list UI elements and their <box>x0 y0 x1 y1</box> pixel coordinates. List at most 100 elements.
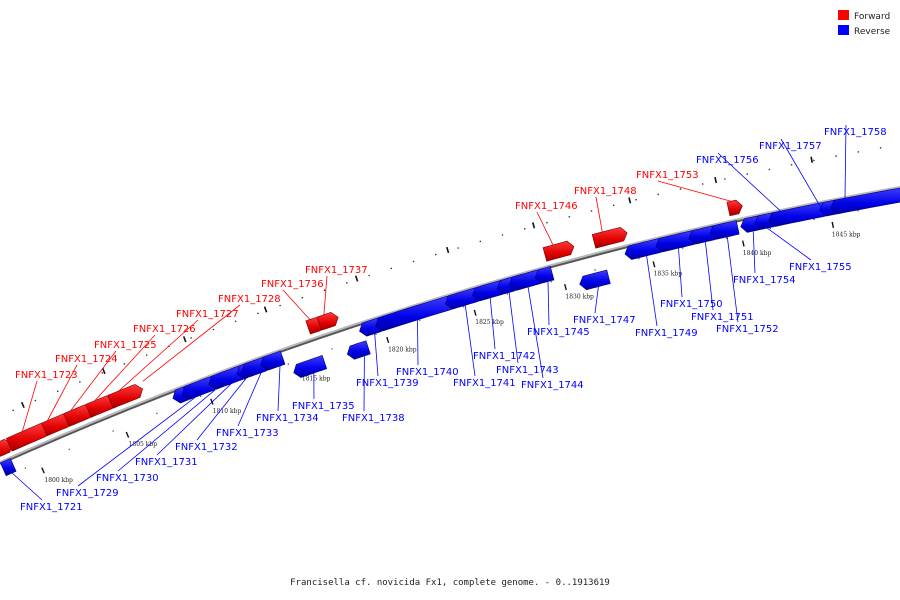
gene-label-fnfx1_1730[interactable]: FNFX1_1730 <box>96 473 159 484</box>
gene-label-fnfx1_1727[interactable]: FNFX1_1727 <box>176 309 239 320</box>
guide-dot <box>287 363 289 365</box>
gene-label-fnfx1_1735[interactable]: FNFX1_1735 <box>292 401 355 412</box>
gene-fnfx1_1724[interactable] <box>5 423 49 452</box>
gene-label-fnfx1_1737[interactable]: FNFX1_1737 <box>305 265 368 276</box>
kbp-tick <box>386 336 390 344</box>
gene-label-fnfx1_1758[interactable]: FNFX1_1758 <box>824 127 887 138</box>
gene-fnfx1_1747[interactable] <box>579 269 611 291</box>
guide-dot <box>212 328 215 331</box>
guide-dot <box>234 320 237 323</box>
leader-fnfx1_1757 <box>780 138 827 217</box>
guide-dot <box>390 267 393 270</box>
gene-fnfx1_1738[interactable] <box>346 340 371 360</box>
gene-label-fnfx1_1721[interactable]: FNFX1_1721 <box>20 502 83 513</box>
guide-dot <box>701 183 704 185</box>
gene-fnfx1_1748[interactable] <box>591 226 628 249</box>
kbp-tick-label: 1835 kbp <box>654 271 683 278</box>
gene-label-fnfx1_1755[interactable]: FNFX1_1755 <box>789 262 852 273</box>
gene-fnfx1_1737[interactable] <box>316 311 339 331</box>
gene-label-fnfx1_1747[interactable]: FNFX1_1747 <box>573 315 636 326</box>
guide-dot <box>524 228 526 230</box>
guide-dot <box>24 467 27 469</box>
kbp-tick <box>473 309 477 316</box>
gene-fnfx1_1745[interactable] <box>534 266 555 284</box>
guide-dot <box>725 237 728 239</box>
gene-label-fnfx1_1757[interactable]: FNFX1_1757 <box>759 141 822 152</box>
gene-label-fnfx1_1756[interactable]: FNFX1_1756 <box>696 155 759 166</box>
gene-label-fnfx1_1746[interactable]: FNFX1_1746 <box>515 201 578 212</box>
guide-dot <box>813 218 815 221</box>
gene-fnfx1_1742[interactable] <box>471 280 504 302</box>
gene-label-fnfx1_1732[interactable]: FNFX1_1732 <box>175 442 238 453</box>
kbp-tick-label: 1805 kbp <box>129 441 158 448</box>
gene-label-fnfx1_1745[interactable]: FNFX1_1745 <box>527 327 590 338</box>
gene-label-fnfx1_1754[interactable]: FNFX1_1754 <box>733 275 796 286</box>
gene-label-fnfx1_1741[interactable]: FNFX1_1741 <box>453 378 516 389</box>
gene-label-fnfx1_1729[interactable]: FNFX1_1729 <box>56 488 119 499</box>
gene-label-fnfx1_1734[interactable]: FNFX1_1734 <box>256 413 319 424</box>
guide-dot <box>56 390 59 393</box>
leader-fnfx1_1742 <box>489 297 496 350</box>
gene-label-fnfx1_1749[interactable]: FNFX1_1749 <box>635 328 698 339</box>
major-tick <box>628 197 632 204</box>
guide-dot <box>331 348 333 350</box>
gene-label-fnfx1_1728[interactable]: FNFX1_1728 <box>218 294 281 305</box>
leader-fnfx1_1747 <box>594 286 599 314</box>
gene-fnfx1_1753[interactable] <box>726 199 743 217</box>
guide-dot <box>790 164 793 166</box>
leader-fnfx1_1753 <box>657 180 732 202</box>
gene-label-fnfx1_1726[interactable]: FNFX1_1726 <box>133 324 196 335</box>
guide-dot <box>746 173 748 175</box>
leader-fnfx1_1723 <box>22 380 38 432</box>
guide-dot <box>638 258 640 260</box>
gene-label-fnfx1_1748[interactable]: FNFX1_1748 <box>574 186 637 197</box>
kbp-tick-label: 1800 kbp <box>44 477 73 484</box>
guide-dot <box>375 333 377 335</box>
kbp-tick <box>41 467 45 474</box>
genome-caption: Francisella cf. novicida Fx1, complete g… <box>290 578 610 588</box>
guide-dot <box>635 198 637 201</box>
gene-fnfx1_1752[interactable] <box>709 220 740 240</box>
gene-label-fnfx1_1743[interactable]: FNFX1_1743 <box>496 365 559 376</box>
guide-dot <box>257 312 259 315</box>
guide-dot <box>679 188 682 190</box>
gene-fnfx1_1735[interactable] <box>293 355 328 378</box>
gene-fnfx1_1746[interactable] <box>542 240 575 262</box>
major-tick <box>354 275 359 282</box>
guide-dot <box>112 430 114 432</box>
gene-label-fnfx1_1731[interactable]: FNFX1_1731 <box>135 457 198 468</box>
leader-fnfx1_1743 <box>508 292 519 364</box>
gene-label-fnfx1_1733[interactable]: FNFX1_1733 <box>216 428 279 439</box>
gene-label-fnfx1_1751[interactable]: FNFX1_1751 <box>691 312 754 323</box>
gene-fnfx1_1721[interactable] <box>0 458 17 477</box>
gene-label-fnfx1_1742[interactable]: FNFX1_1742 <box>473 351 536 362</box>
guide-dot <box>156 412 158 414</box>
guide-dot <box>419 319 421 321</box>
gene-label-fnfx1_1724[interactable]: FNFX1_1724 <box>55 354 118 365</box>
gene-label-fnfx1_1752[interactable]: FNFX1_1752 <box>716 324 779 335</box>
gene-label-fnfx1_1753[interactable]: FNFX1_1753 <box>636 170 699 181</box>
gene-label-fnfx1_1744[interactable]: FNFX1_1744 <box>521 380 584 391</box>
leader-fnfx1_1746 <box>536 211 554 246</box>
leader-fnfx1_1740 <box>417 319 419 366</box>
gene-label-fnfx1_1739[interactable]: FNFX1_1739 <box>356 378 419 389</box>
guide-dot <box>682 247 684 249</box>
kbp-tick <box>742 240 745 247</box>
gene-label-fnfx1_1740[interactable]: FNFX1_1740 <box>396 367 459 378</box>
gene-fnfx1_1758[interactable] <box>830 187 900 215</box>
gene-fnfx1_1734[interactable] <box>260 350 286 371</box>
kbp-tick-label: 1840 kbp <box>743 250 772 257</box>
gene-label-fnfx1_1723[interactable]: FNFX1_1723 <box>15 370 78 381</box>
guide-dot <box>12 409 14 412</box>
leader-fnfx1_1756 <box>717 152 794 223</box>
leader-fnfx1_1741 <box>464 305 476 377</box>
guide-dot <box>657 193 659 196</box>
leader-fnfx1_1728 <box>142 304 241 382</box>
gene-label-fnfx1_1725[interactable]: FNFX1_1725 <box>94 340 157 351</box>
gene-label-fnfx1_1736[interactable]: FNFX1_1736 <box>261 279 324 290</box>
guide-dot <box>101 372 103 374</box>
guide-dot <box>368 274 370 277</box>
guide-dot <box>590 210 593 212</box>
gene-label-fnfx1_1750[interactable]: FNFX1_1750 <box>660 299 723 310</box>
gene-label-fnfx1_1738[interactable]: FNFX1_1738 <box>342 413 405 424</box>
